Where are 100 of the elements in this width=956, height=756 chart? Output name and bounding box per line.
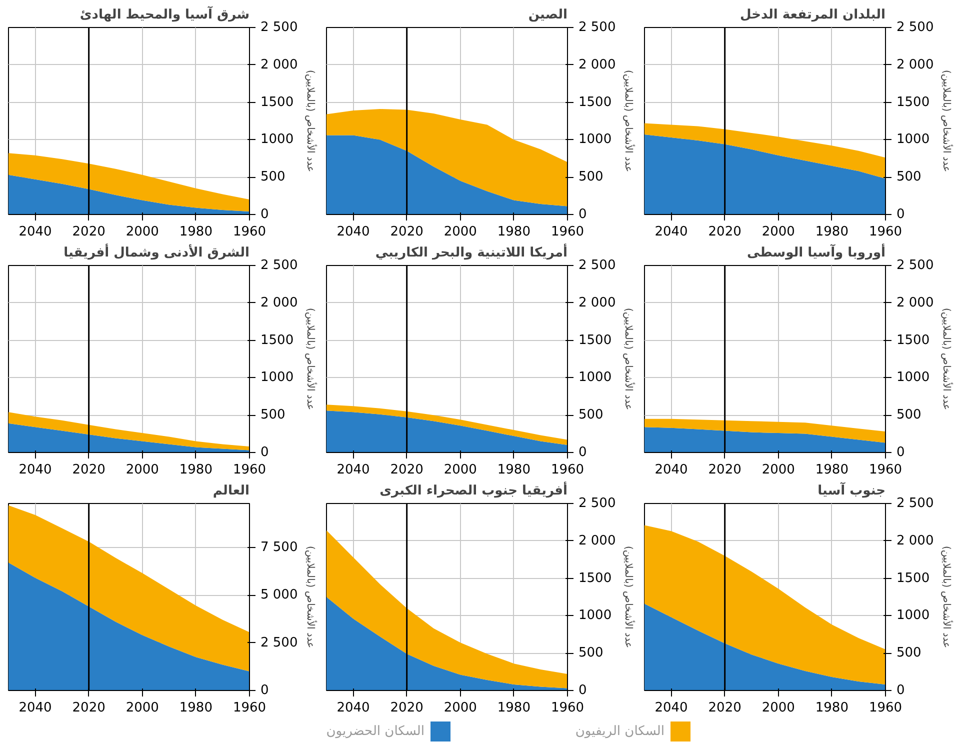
x-tick-label: 2040	[336, 700, 370, 716]
x-tick-label: 2020	[708, 224, 742, 240]
y-axis-title: عدد الأشخاص (بالملايين)	[304, 308, 318, 410]
chart-title: أوروبا وآسيا الوسطى	[746, 244, 886, 260]
x-tick-label: 2040	[654, 462, 688, 478]
y-tick-label: 7 500	[260, 540, 298, 555]
x-tick-label: 1980	[179, 224, 212, 240]
y-tick-label: 500	[896, 408, 922, 423]
y-tick-label: 500	[896, 646, 922, 661]
y-axis-title: عدد الأشخاص (بالملايين)	[622, 308, 636, 410]
x-tick-label: 1980	[179, 700, 212, 716]
y-tick-label: 2 000	[896, 57, 934, 72]
y-tick-label: 0	[260, 683, 269, 698]
chart-title: الشرق الأدنى وشمال أفريقيا	[64, 244, 250, 260]
y-tick-label: 500	[896, 170, 922, 185]
y-tick-label: 2 500	[896, 20, 934, 35]
x-tick-label: 1980	[497, 700, 530, 716]
y-tick-label: 2 500	[578, 258, 616, 273]
y-tick-label: 1000	[896, 132, 930, 148]
y-tick-label: 2 000	[578, 533, 616, 548]
x-tick-label: 1960	[550, 700, 584, 716]
x-tick-label: 2040	[18, 224, 52, 240]
x-tick-label: 1960	[232, 224, 266, 240]
chart-title: الصين	[528, 8, 568, 22]
y-tick-label: 0	[578, 207, 587, 222]
x-tick-label: 2040	[336, 462, 370, 478]
y-tick-label: 1500	[896, 570, 930, 586]
x-tick-label: 1960	[550, 462, 584, 478]
chart-title: البلدان المرتفعة الدخل	[740, 8, 886, 22]
y-axis-title: عدد الأشخاص (بالملايين)	[622, 70, 636, 172]
y-tick-label: 1500	[578, 94, 612, 110]
x-tick-label: 2000	[444, 224, 477, 240]
chart-title: جنوب آسيا	[818, 482, 886, 498]
x-tick-label: 2020	[390, 700, 424, 716]
x-tick-label: 2000	[762, 700, 795, 716]
x-tick-label: 2040	[654, 700, 688, 716]
y-tick-label: 2 500	[260, 20, 298, 35]
x-tick-label: 1980	[179, 462, 212, 478]
y-tick-label: 2 500	[578, 20, 616, 35]
y-tick-label: 0	[260, 445, 269, 460]
y-tick-label: 2 000	[578, 295, 616, 310]
x-tick-label: 2020	[390, 462, 424, 478]
y-tick-label: 1000	[260, 370, 294, 386]
y-tick-label: 5 000	[260, 588, 298, 603]
y-axis-title: عدد الأشخاص (بالملايين)	[940, 546, 954, 648]
y-tick-label: 2 000	[260, 295, 298, 310]
y-tick-label: 1500	[896, 94, 930, 110]
x-tick-label: 2020	[390, 224, 424, 240]
y-tick-label: 1000	[260, 132, 294, 148]
y-tick-label: 500	[578, 646, 604, 661]
x-tick-label: 1980	[497, 462, 530, 478]
y-tick-label: 500	[578, 170, 604, 185]
y-tick-label: 2 500	[896, 496, 934, 511]
y-tick-label: 2 000	[896, 295, 934, 310]
y-tick-label: 1500	[578, 570, 612, 586]
chart-title: العالم	[212, 484, 250, 498]
x-tick-label: 2040	[18, 462, 52, 478]
chart-title: أفريقيا جنوب الصحراء الكبرى	[380, 482, 568, 498]
x-tick-label: 1980	[815, 462, 848, 478]
x-tick-label: 2040	[336, 224, 370, 240]
x-tick-label: 1960	[868, 462, 902, 478]
x-tick-label: 2020	[708, 462, 742, 478]
x-tick-label: 2000	[126, 462, 159, 478]
y-tick-label: 0	[578, 445, 587, 460]
x-tick-label: 2000	[444, 700, 477, 716]
y-axis-title: عدد الأشخاص (بالملايين)	[940, 308, 954, 410]
y-axis-title: عدد الأشخاص (بالملايين)	[622, 546, 636, 648]
x-tick-label: 2000	[126, 700, 159, 716]
y-axis-title: عدد الأشخاص (بالملايين)	[304, 70, 318, 172]
x-tick-label: 2040	[18, 700, 52, 716]
y-tick-label: 1500	[578, 332, 612, 348]
y-tick-label: 1500	[260, 332, 294, 348]
x-tick-label: 1960	[550, 224, 584, 240]
y-tick-label: 500	[260, 170, 286, 185]
y-tick-label: 500	[578, 408, 604, 423]
y-tick-label: 2 000	[260, 57, 298, 72]
x-tick-label: 2000	[762, 462, 795, 478]
x-tick-label: 1960	[232, 700, 266, 716]
y-axis-title: عدد الأشخاص (بالملايين)	[304, 546, 318, 648]
legend-label: السكان الحضريون	[326, 724, 424, 739]
x-tick-label: 2020	[72, 462, 106, 478]
x-tick-label: 2040	[654, 224, 688, 240]
y-tick-label: 0	[578, 683, 587, 698]
y-tick-label: 1000	[578, 132, 612, 148]
y-tick-label: 2 500	[578, 496, 616, 511]
y-tick-label: 1500	[896, 332, 930, 348]
y-tick-label: 2 000	[578, 57, 616, 72]
x-tick-label: 1980	[497, 224, 530, 240]
legend-label: السكان الريفيون	[575, 724, 665, 739]
y-tick-label: 0	[896, 445, 905, 460]
y-tick-label: 2 500	[260, 258, 298, 273]
x-tick-label: 2000	[444, 462, 477, 478]
y-tick-label: 2 500	[896, 258, 934, 273]
y-tick-label: 0	[260, 207, 269, 222]
x-tick-label: 1960	[232, 462, 266, 478]
x-tick-label: 2020	[708, 700, 742, 716]
y-tick-label: 0	[896, 683, 905, 698]
y-tick-label: 500	[260, 408, 286, 423]
y-tick-label: 0	[896, 207, 905, 222]
y-tick-label: 2 500	[260, 635, 298, 650]
